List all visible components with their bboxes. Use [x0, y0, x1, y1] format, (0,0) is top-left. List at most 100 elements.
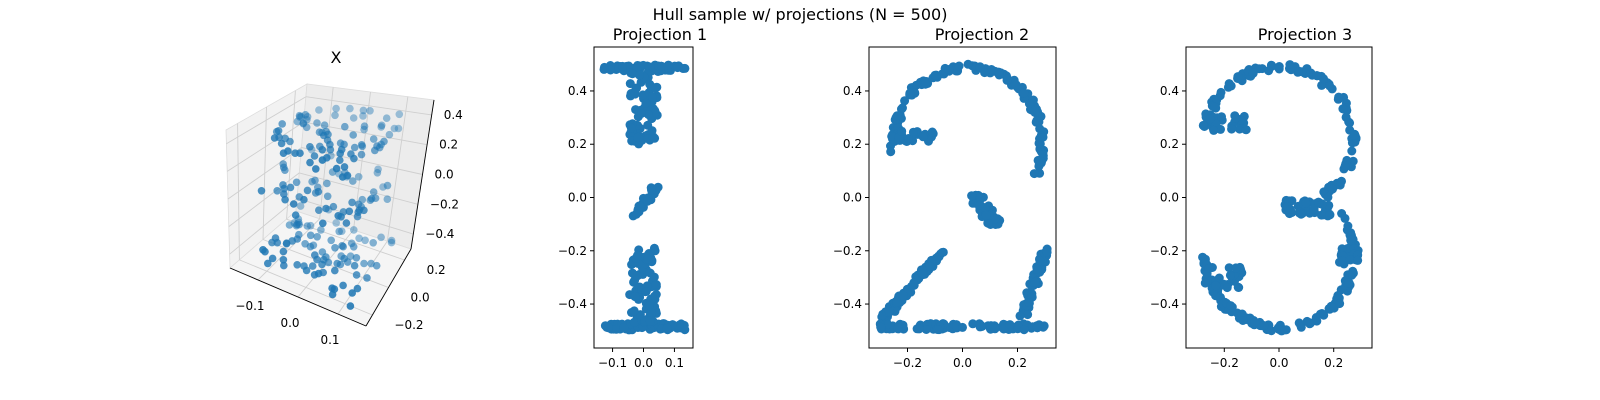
panel-3d-point: [316, 142, 324, 151]
projection-1-ytick-label: 0.0: [568, 191, 587, 205]
projection-2-point: [1003, 74, 1013, 84]
panel-3d-point: [303, 113, 312, 121]
panel-3d-point: [279, 163, 288, 172]
projection-1-point: [649, 243, 659, 253]
panel-3d-point: [377, 140, 386, 149]
projection-1-ytick-label: −0.2: [558, 244, 587, 258]
projection-2-point: [1019, 88, 1029, 98]
panel-3d-point: [319, 268, 328, 277]
projection-3-point: [1226, 81, 1236, 91]
panel-3d-point: [366, 107, 374, 115]
projection-2-point: [944, 65, 954, 74]
projection-3-point: [1325, 210, 1335, 220]
panel-3d-point: [337, 252, 346, 260]
projection-1-point: [631, 84, 641, 94]
panel-3d-point: [335, 227, 344, 236]
projection-2-point: [1030, 107, 1040, 117]
projection-1-point: [626, 123, 636, 133]
panel-3d-point: [339, 281, 347, 290]
panel-3d-point: [357, 150, 366, 159]
projection-3-point: [1226, 301, 1236, 311]
projection-1-point: [641, 98, 651, 108]
projection-1-point: [647, 126, 657, 136]
projection-1-point: [611, 324, 621, 334]
projection-2-point: [963, 59, 973, 69]
panel-3d-point: [311, 251, 319, 259]
projection-3-point: [1309, 204, 1319, 214]
panel-3d-ztick-label: 0.4: [444, 108, 463, 122]
panel-3d-point: [279, 247, 288, 256]
projection-3-point: [1336, 177, 1346, 187]
projection-3-point: [1216, 124, 1225, 134]
panel-3d-x-axis: [229, 267, 367, 327]
panel-3d-point: [382, 114, 391, 122]
panel-3d-point: [338, 242, 346, 250]
panel-3d-point: [329, 202, 338, 211]
projection-2-point: [937, 248, 947, 257]
panel-3d-point: [332, 104, 340, 113]
projection-1-point: [635, 201, 645, 211]
panel-3d-point: [332, 219, 341, 227]
panel-3d-point: [369, 239, 378, 247]
panel-3d-point: [369, 135, 378, 143]
panel-3d-point: [299, 119, 308, 128]
projection-1-point: [632, 271, 642, 281]
projection-3-point: [1264, 66, 1274, 76]
projection-1-ytick-label: −0.4: [558, 297, 587, 311]
projection-2-xtick-label: 0.0: [953, 356, 972, 370]
panel-3d-point: [360, 122, 369, 130]
projection-1-point: [663, 60, 673, 70]
projection-2-point: [1035, 256, 1045, 266]
projection-2-point: [918, 269, 928, 279]
projection-3-point: [1231, 263, 1241, 273]
panel-3d-point: [363, 274, 371, 282]
projection-3-point: [1274, 64, 1284, 74]
projection-1-point: [619, 323, 629, 333]
projection-1-point: [662, 323, 672, 333]
projection-3-ytick-label: −0.2: [1150, 244, 1179, 258]
panel-3d-point: [319, 219, 327, 228]
projection-1-xtick-label: −0.1: [598, 356, 627, 370]
panel-3d-point: [349, 243, 358, 251]
projection-2-point: [1032, 323, 1042, 333]
panel-3d-title: X: [331, 48, 342, 67]
panel-3d-point: [350, 261, 359, 270]
projection-2-point: [876, 322, 886, 332]
panel-3d-gridline: [229, 197, 298, 255]
projection-1-points: [599, 60, 690, 335]
projection-2-point: [898, 291, 908, 301]
panel-3d-point: [323, 192, 332, 201]
projection-2-point: [898, 103, 907, 113]
panel-3d-point: [337, 213, 345, 221]
panel-3d-point: [347, 150, 355, 158]
panel-3d-gridline: [226, 121, 304, 172]
panel-3d-ztick-label: 0.0: [435, 168, 454, 182]
panel-3d-point: [354, 200, 363, 209]
projection-3-point: [1216, 87, 1226, 97]
panel-3d-point: [340, 140, 348, 149]
projection-2-ytick-label: −0.4: [833, 297, 862, 311]
panel-3d-point: [320, 121, 329, 129]
panel-3d-point: [352, 253, 361, 262]
projection-2-point: [893, 323, 903, 333]
projection-2-ytick-label: 0.4: [843, 84, 862, 98]
projection-3-point: [1317, 199, 1327, 209]
panel-3d-point: [348, 198, 356, 207]
panel-3d-point: [289, 200, 298, 208]
panel-3d-point: [374, 165, 382, 174]
projection-3-point: [1334, 92, 1344, 102]
projection-1-point: [656, 61, 666, 71]
projection-1-point: [633, 250, 642, 260]
projection-2-ytick-label: 0.0: [843, 191, 862, 205]
projection-1-point: [629, 317, 639, 327]
projection-1-point: [645, 316, 655, 326]
projection-2-points: [875, 59, 1052, 335]
projection-3-point: [1305, 319, 1315, 329]
projection-3-point: [1280, 325, 1290, 335]
panel-3d-point: [343, 258, 352, 266]
panel-3d-point: [383, 195, 392, 203]
projection-3-point: [1200, 278, 1210, 288]
panel-3d-point: [323, 179, 331, 188]
projection-3-point: [1225, 270, 1235, 280]
projection-1-point: [647, 308, 657, 318]
